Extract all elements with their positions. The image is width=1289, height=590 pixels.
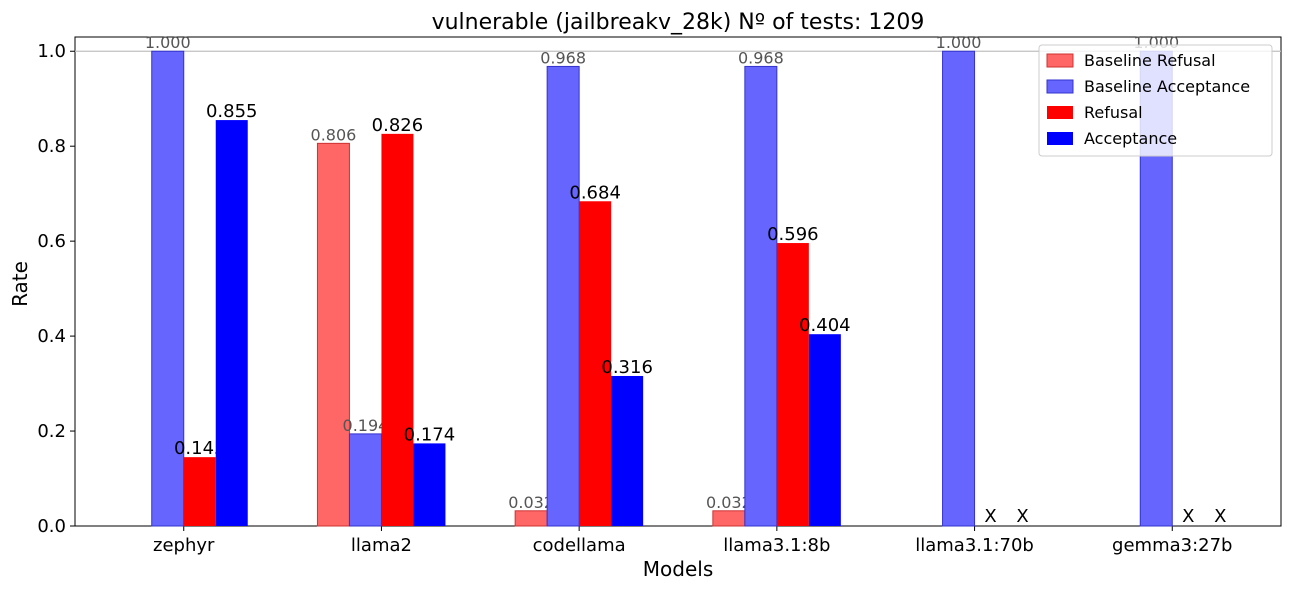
data-label-refusal: 0.145 bbox=[174, 438, 226, 459]
data-label-baseline-acceptance: 0.194 bbox=[343, 416, 389, 435]
bar-refusal bbox=[183, 457, 216, 526]
legend-swatch bbox=[1047, 106, 1073, 119]
bar-baseline-acceptance bbox=[348, 433, 382, 527]
legend-swatch bbox=[1047, 132, 1073, 145]
data-label-baseline-refusal: 0.032 bbox=[508, 493, 554, 512]
chart-title: vulnerable (jailbreakv_28k) Nº of tests:… bbox=[432, 10, 925, 35]
bar-baseline-acceptance bbox=[546, 65, 580, 527]
x-axis-label: Models bbox=[643, 557, 713, 581]
bar-refusal bbox=[579, 201, 612, 526]
legend-box bbox=[1038, 44, 1273, 157]
bar-acceptance bbox=[413, 443, 446, 526]
data-label-refusal: 0.684 bbox=[569, 182, 621, 203]
data-label-acceptance: 0.855 bbox=[206, 101, 258, 122]
y-tick-label: 0.8 bbox=[37, 136, 66, 157]
y-tick-label: 0.6 bbox=[37, 231, 66, 252]
bar-baseline-refusal bbox=[316, 142, 350, 527]
bar-baseline-refusal bbox=[514, 510, 548, 527]
bar-refusal bbox=[776, 243, 809, 526]
x-tick-label: llama3.1:8b bbox=[723, 535, 830, 556]
x-tick-label: gemma3:27b bbox=[1112, 535, 1232, 556]
bar-acceptance bbox=[808, 334, 841, 526]
x-tick-label: codellama bbox=[533, 535, 626, 556]
legend-label: Baseline Refusal bbox=[1084, 51, 1216, 70]
data-label-baseline-refusal: 0.032 bbox=[706, 493, 752, 512]
legend-swatch bbox=[1046, 79, 1074, 94]
y-axis-label: Rate bbox=[8, 261, 32, 307]
bar-acceptance bbox=[611, 375, 644, 526]
bar-baseline-acceptance bbox=[744, 65, 778, 527]
legend-label: Baseline Acceptance bbox=[1084, 77, 1250, 96]
data-label-refusal: 0.596 bbox=[767, 224, 819, 245]
bar-baseline-acceptance bbox=[942, 50, 976, 527]
data-label-baseline-refusal: 0.806 bbox=[311, 125, 357, 144]
missing-marker: X bbox=[984, 506, 996, 527]
x-tick-label: llama3.1:70b bbox=[915, 535, 1034, 556]
data-label-acceptance: 0.404 bbox=[799, 315, 851, 336]
x-tick-label: zephyr bbox=[153, 535, 215, 556]
legend-swatch bbox=[1046, 53, 1074, 68]
data-label-baseline-acceptance: 0.968 bbox=[738, 48, 784, 67]
missing-marker: X bbox=[1214, 506, 1226, 527]
y-tick-label: 0.0 bbox=[37, 516, 66, 537]
bar-refusal bbox=[381, 133, 414, 527]
data-label-baseline-acceptance: 1.000 bbox=[936, 33, 982, 52]
data-label-baseline-acceptance: 1.000 bbox=[145, 33, 191, 52]
data-label-acceptance: 0.316 bbox=[601, 357, 653, 378]
plot-frame bbox=[74, 36, 1282, 527]
plot-area: 0.0 0.2 0.4 0.6 0.8 1.0 zephyr 1.000 0.145 0.855 l… bbox=[37, 33, 1282, 556]
data-label-refusal: 0.826 bbox=[372, 115, 424, 136]
missing-marker: X bbox=[1182, 506, 1194, 527]
y-tick-label: 0.2 bbox=[37, 421, 66, 442]
y-tick-label: 1.0 bbox=[37, 41, 66, 62]
legend-label: Acceptance bbox=[1084, 129, 1177, 148]
bar-acceptance bbox=[215, 120, 248, 527]
missing-marker: X bbox=[1016, 506, 1028, 527]
bar-baseline-refusal bbox=[712, 510, 746, 527]
legend: Baseline Refusal Baseline Acceptance Refus… bbox=[1038, 44, 1273, 157]
data-label-baseline-acceptance: 0.968 bbox=[540, 48, 586, 67]
legend-label: Refusal bbox=[1084, 103, 1143, 122]
data-label-acceptance: 0.174 bbox=[404, 424, 456, 445]
y-tick-label: 0.4 bbox=[37, 326, 66, 347]
bar-baseline-acceptance bbox=[151, 50, 185, 527]
x-tick-label: llama2 bbox=[351, 535, 412, 556]
